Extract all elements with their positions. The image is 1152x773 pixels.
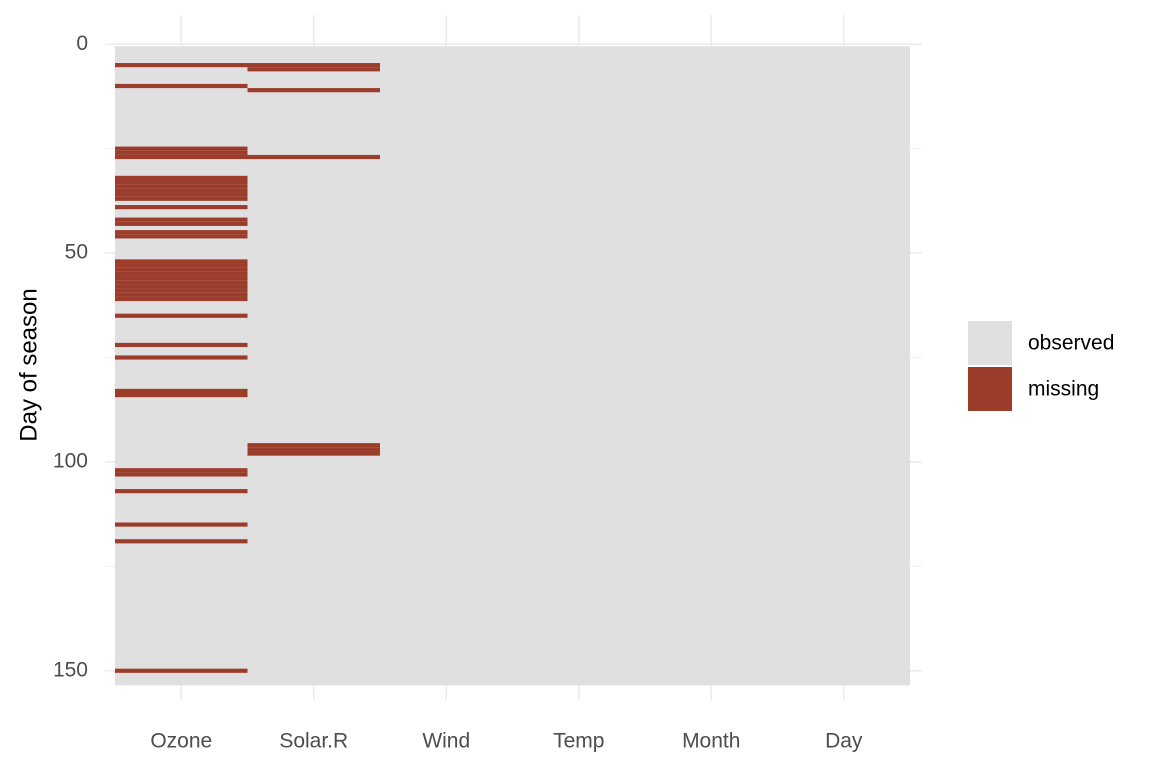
missing-tile (247, 443, 380, 448)
missing-tile (115, 288, 248, 293)
missing-tile (115, 63, 248, 68)
missing-tile (115, 489, 248, 494)
missing-tile (247, 451, 380, 456)
missing-tile (115, 539, 248, 544)
missing-tile (115, 292, 248, 297)
x-tick-label: Day (825, 730, 863, 753)
missing-tile (115, 522, 248, 527)
observed-tile (777, 46, 910, 686)
missing-tile (115, 468, 248, 473)
x-tick-label: Solar.R (279, 730, 348, 753)
missing-tile (247, 88, 380, 93)
missing-tile (115, 175, 248, 180)
missing-tile (115, 184, 248, 189)
observed-tile (645, 46, 778, 686)
missing-tile (115, 234, 248, 239)
missing-tile (247, 67, 380, 72)
missing-tile (115, 284, 248, 289)
missing-tile (115, 196, 248, 201)
missing-tile (115, 388, 248, 394)
missing-tile (115, 313, 248, 318)
legend-label: observed (1028, 332, 1114, 355)
missing-tile (115, 472, 248, 477)
legend-swatch (968, 367, 1012, 411)
legend-label: missing (1028, 378, 1099, 401)
missing-tile (115, 221, 248, 226)
observed-tile (380, 46, 513, 686)
x-tick-label: Month (682, 730, 740, 753)
missing-tile (115, 205, 248, 210)
missing-tile (115, 217, 248, 222)
missing-tile (115, 342, 248, 348)
missing-tile (115, 230, 248, 235)
missing-tile (115, 296, 248, 302)
x-tick-label: Wind (422, 730, 470, 753)
observed-tile (115, 46, 248, 686)
x-tick-label: Temp (553, 730, 604, 753)
y-tick-label: 0 (76, 32, 88, 55)
observed-tile (512, 46, 645, 686)
y-axis-label: Day of season (15, 288, 42, 441)
missing-tile (115, 393, 248, 398)
missing-tile (115, 150, 248, 155)
missing-tile (115, 188, 248, 193)
y-tick-label: 150 (53, 658, 88, 681)
missing-tile (115, 267, 248, 272)
missing-tile (115, 280, 248, 285)
missing-tile (115, 668, 248, 673)
x-tick-label: Ozone (150, 730, 212, 753)
missing-tile (115, 271, 248, 277)
missing-tile (115, 83, 248, 89)
y-tick-label: 100 (53, 449, 88, 472)
missing-tile (247, 154, 380, 160)
missing-tile (115, 355, 248, 360)
missing-tile (115, 179, 248, 185)
missing-tile (115, 192, 248, 197)
y-tick-label: 50 (65, 241, 88, 264)
legend-swatch (968, 321, 1012, 365)
missing-tile (115, 276, 248, 281)
missing-tile (115, 263, 248, 268)
observed-tile (247, 46, 380, 686)
missing-tile (115, 154, 248, 160)
missing-tile (115, 259, 248, 264)
missing-tile (247, 447, 380, 452)
missing-tile (247, 63, 380, 68)
missing-tile (115, 146, 248, 151)
